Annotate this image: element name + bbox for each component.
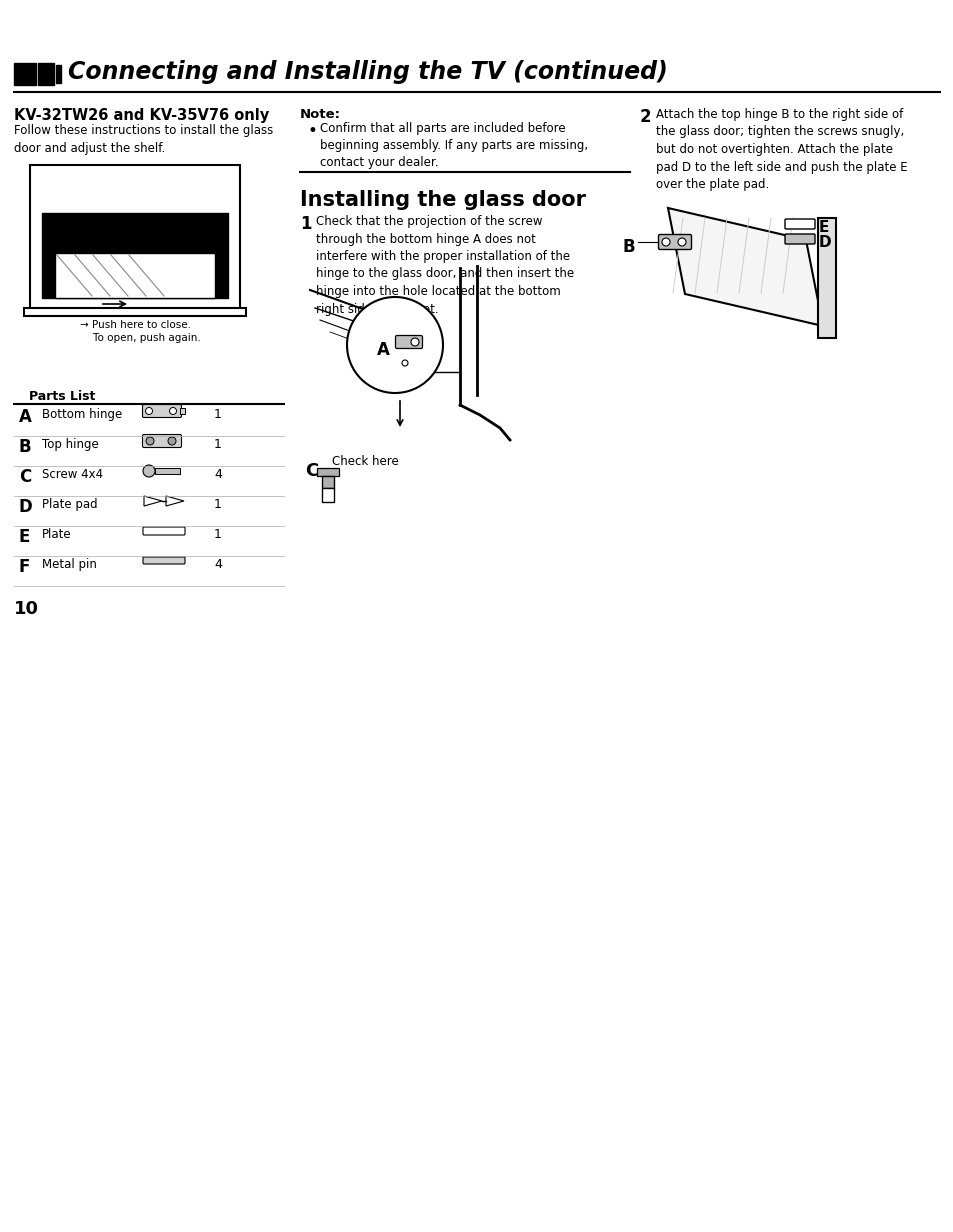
Text: 1: 1 xyxy=(213,408,222,421)
Circle shape xyxy=(401,360,408,366)
Text: C: C xyxy=(305,462,318,480)
Circle shape xyxy=(168,437,175,445)
Bar xyxy=(14,63,36,85)
Circle shape xyxy=(411,338,418,346)
Polygon shape xyxy=(144,496,162,506)
FancyBboxPatch shape xyxy=(784,219,814,229)
Text: Attach the top hinge B to the right side of
the glass door; tighten the screws s: Attach the top hinge B to the right side… xyxy=(656,108,906,191)
Text: A: A xyxy=(19,408,31,426)
Text: 1: 1 xyxy=(299,216,312,233)
Circle shape xyxy=(678,238,685,246)
Text: Bottom hinge: Bottom hinge xyxy=(42,408,122,421)
Text: Plate pad: Plate pad xyxy=(42,498,97,511)
Text: Check that the projection of the screw
through the bottom hinge A does not
inter: Check that the projection of the screw t… xyxy=(315,216,574,315)
Text: Check here: Check here xyxy=(332,455,398,468)
Bar xyxy=(42,213,228,298)
FancyBboxPatch shape xyxy=(142,404,181,418)
Text: Connecting and Installing the TV (continued): Connecting and Installing the TV (contin… xyxy=(68,60,667,84)
Text: A: A xyxy=(376,341,390,359)
Text: KV-32TW26 and KV-35V76 only: KV-32TW26 and KV-35V76 only xyxy=(14,108,269,123)
FancyBboxPatch shape xyxy=(395,335,422,349)
Bar xyxy=(817,218,835,338)
Bar xyxy=(322,488,334,501)
Text: •: • xyxy=(308,122,317,140)
Text: 1: 1 xyxy=(213,498,222,511)
Bar xyxy=(316,468,338,476)
Text: 4: 4 xyxy=(213,558,222,570)
Text: F: F xyxy=(19,558,30,577)
Bar xyxy=(38,63,54,85)
Text: Confirm that all parts are included before
beginning assembly. If any parts are : Confirm that all parts are included befo… xyxy=(319,122,587,169)
Text: C: C xyxy=(19,468,31,485)
Bar xyxy=(180,408,185,414)
Bar xyxy=(154,468,180,474)
Text: Follow these instructions to install the glass
door and adjust the shelf.: Follow these instructions to install the… xyxy=(14,124,273,155)
Text: Screw 4x4: Screw 4x4 xyxy=(42,468,103,480)
Text: Parts List: Parts List xyxy=(29,391,95,403)
Bar xyxy=(56,65,61,83)
FancyBboxPatch shape xyxy=(143,557,185,564)
Text: 1: 1 xyxy=(213,439,222,451)
Text: → Push here to close.
    To open, push again.: → Push here to close. To open, push agai… xyxy=(80,320,200,344)
Text: B: B xyxy=(621,238,635,256)
Text: Installing the glass door: Installing the glass door xyxy=(299,190,585,209)
Circle shape xyxy=(146,408,152,414)
FancyBboxPatch shape xyxy=(658,234,691,250)
Text: E: E xyxy=(818,221,828,235)
Text: Note:: Note: xyxy=(299,108,340,121)
Text: Metal pin: Metal pin xyxy=(42,558,97,570)
FancyBboxPatch shape xyxy=(143,527,185,535)
Text: B: B xyxy=(19,439,31,456)
Circle shape xyxy=(143,464,154,477)
Text: 4: 4 xyxy=(213,468,222,480)
FancyBboxPatch shape xyxy=(142,435,181,447)
Bar xyxy=(30,165,240,310)
FancyBboxPatch shape xyxy=(784,234,814,244)
Circle shape xyxy=(347,297,442,393)
Bar xyxy=(55,253,214,298)
Text: Top hinge: Top hinge xyxy=(42,439,99,451)
Bar xyxy=(322,476,334,488)
Text: D: D xyxy=(19,498,32,516)
Text: E: E xyxy=(19,529,30,546)
Text: 1: 1 xyxy=(213,529,222,541)
Polygon shape xyxy=(166,496,184,506)
Text: 2: 2 xyxy=(639,108,651,126)
Text: D: D xyxy=(818,235,831,250)
Bar xyxy=(24,308,246,315)
Circle shape xyxy=(661,238,669,246)
Text: 10: 10 xyxy=(14,600,39,618)
Circle shape xyxy=(146,437,153,445)
Text: Plate: Plate xyxy=(42,529,71,541)
Circle shape xyxy=(170,408,176,414)
Polygon shape xyxy=(667,208,822,326)
